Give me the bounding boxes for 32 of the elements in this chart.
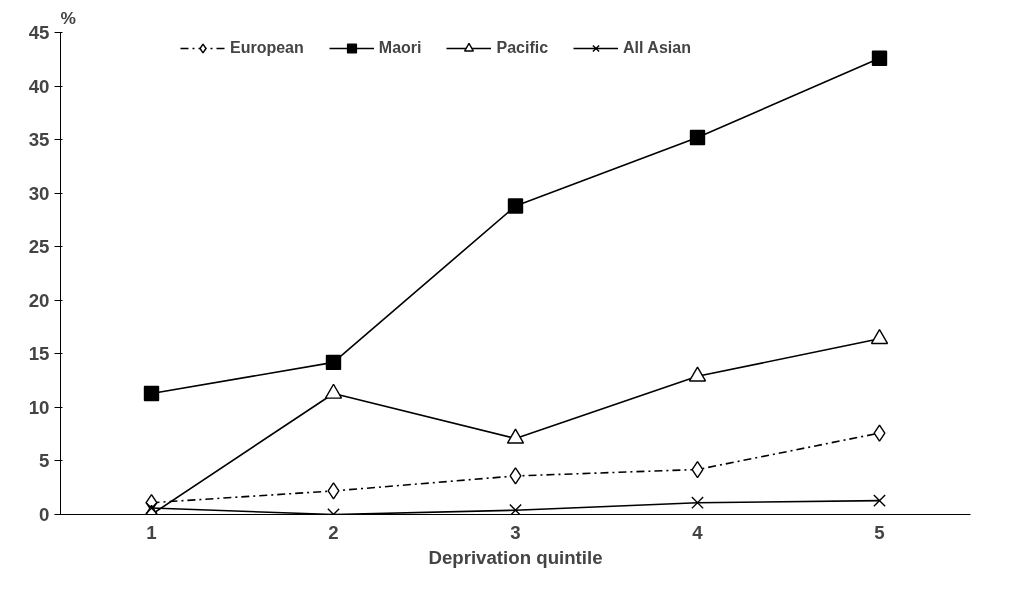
y-tick-label: 20 xyxy=(28,289,50,311)
x-tick-label: 4 xyxy=(692,521,704,543)
x-tick-label: 2 xyxy=(328,521,339,543)
y-axis-title: % xyxy=(60,7,76,28)
point xyxy=(689,129,706,146)
y-tick-label: 10 xyxy=(28,396,50,418)
point xyxy=(873,494,886,507)
x-tick-label: 3 xyxy=(510,521,521,543)
y-tick-label: 25 xyxy=(28,236,50,258)
legend-label: Maori xyxy=(378,38,422,58)
point xyxy=(327,482,340,500)
point xyxy=(507,198,524,214)
y-tick-label: 15 xyxy=(28,343,50,365)
x-tick-label: 1 xyxy=(146,521,157,543)
legend-label: All Asian xyxy=(623,38,691,58)
y-tick-label: 35 xyxy=(28,129,50,151)
y-tick-label: 40 xyxy=(28,75,50,97)
point xyxy=(873,424,886,442)
y-tick-label: 5 xyxy=(39,450,50,472)
x-axis-title: Deprivation quintile xyxy=(428,546,603,568)
y-tick-label: 45 xyxy=(28,22,50,43)
point xyxy=(691,496,704,510)
y-tick-label: 30 xyxy=(28,182,50,204)
point xyxy=(325,354,342,371)
point xyxy=(509,503,522,515)
legend-label: European xyxy=(230,38,304,58)
legend-label: Pacific xyxy=(496,38,549,58)
point xyxy=(143,385,160,402)
point xyxy=(871,50,888,66)
point xyxy=(509,467,522,485)
x-tick-label: 5 xyxy=(874,521,885,543)
y-tick-label: 0 xyxy=(39,504,50,525)
